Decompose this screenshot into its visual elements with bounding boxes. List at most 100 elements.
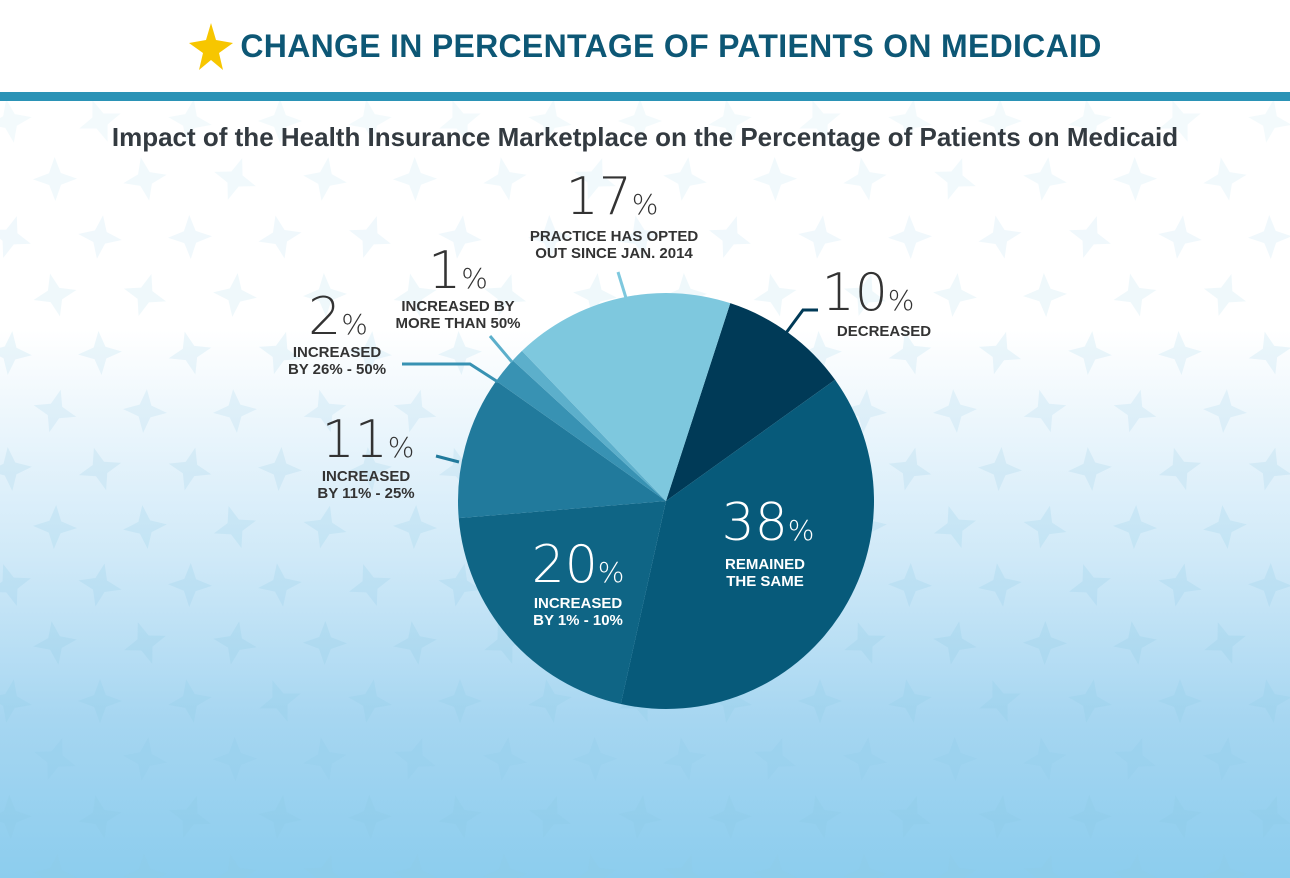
background-star-icon	[168, 679, 212, 723]
background-star-icon	[483, 157, 527, 201]
background-star-icon	[33, 157, 77, 201]
pie-slice	[496, 360, 666, 501]
background-star-icon	[888, 447, 932, 491]
background-star-icon	[574, 158, 616, 200]
background-star-icon	[303, 273, 347, 317]
background-star-icon	[438, 563, 482, 607]
leader-line	[488, 335, 514, 363]
background-star-icon	[1069, 216, 1111, 258]
background-star-icon	[844, 622, 886, 664]
background-star-icon	[573, 737, 617, 781]
background-star-icon	[258, 331, 302, 375]
background-star-icon	[438, 447, 482, 491]
background-star-icon	[933, 853, 977, 878]
slice-caption: INCREASED BY MORE THAN 50%	[395, 298, 520, 332]
background-star-icon	[1023, 621, 1067, 665]
background-star-icon	[1248, 331, 1290, 375]
background-star-icon	[979, 680, 1021, 722]
background-star-icon	[78, 215, 122, 259]
slice-caption: REMAINED THE SAME	[725, 556, 805, 590]
background-star-icon	[934, 158, 976, 200]
slice-caption: INCREASED BY 11% - 25%	[317, 468, 414, 502]
background-star-icon	[483, 273, 527, 317]
background-star-icon	[663, 737, 707, 781]
background-star-icon	[393, 505, 437, 549]
background-star-icon	[528, 101, 572, 143]
background-star-icon	[1023, 157, 1067, 201]
background-star-icon	[438, 679, 482, 723]
background-star-icon	[213, 505, 257, 549]
background-star-icon	[348, 795, 392, 839]
background-star-icon	[1248, 215, 1290, 259]
background-star-icon	[1158, 215, 1202, 259]
background-star-icon	[213, 621, 257, 665]
background-star-icon	[1204, 622, 1246, 664]
background-star-icon	[978, 795, 1022, 839]
background-star-icon	[933, 505, 977, 549]
background-star-icon	[168, 447, 212, 491]
background-star-icon	[0, 447, 32, 491]
background-star-icon	[1023, 389, 1067, 433]
background-star-icon	[33, 389, 77, 433]
background-star-icon	[213, 389, 257, 433]
background-star-icon	[123, 505, 167, 549]
background-star-icon	[1023, 273, 1067, 317]
background-star-icon	[1113, 157, 1157, 201]
header-banner: CHANGE IN PERCENTAGE OF PATIENTS ON MEDI…	[0, 0, 1290, 92]
background-star-icon	[213, 853, 257, 878]
background-star-icon	[1068, 101, 1112, 143]
slice-value-label: 2%	[308, 287, 368, 347]
slice-value-label: 38%	[722, 493, 815, 553]
pie-slice	[458, 380, 666, 519]
background-star-icon	[0, 795, 32, 839]
background-star-icon	[1158, 795, 1202, 839]
background-star-icon	[1069, 564, 1111, 606]
slice-caption: INCREASED BY 26% - 50%	[288, 344, 386, 378]
background-star-icon	[1158, 563, 1202, 607]
background-star-icon	[708, 795, 752, 839]
pie-slice	[521, 292, 731, 501]
background-star-icon	[1068, 447, 1112, 491]
chart-title: Impact of the Health Insurance Marketpla…	[111, 122, 1179, 152]
background-star-icon	[303, 505, 347, 549]
background-star-icon	[1203, 737, 1247, 781]
background-star-icon	[843, 157, 887, 201]
background-star-icon	[303, 853, 347, 878]
leader-line	[402, 362, 499, 384]
background-star-icon	[258, 563, 302, 607]
slice-caption: DECREASED	[837, 323, 931, 340]
background-star-icon	[258, 795, 302, 839]
background-star-icon	[258, 447, 302, 491]
background-star-icon	[708, 101, 752, 143]
background-star-icon	[439, 101, 481, 142]
background-star-icon	[214, 158, 256, 200]
background-star-icon	[843, 389, 887, 433]
background-star-icon	[528, 679, 572, 723]
background-star-icon	[393, 157, 437, 201]
background-star-icon	[888, 101, 932, 143]
background-star-icon	[888, 331, 932, 375]
background-star-icon	[843, 737, 887, 781]
background-star-icon	[78, 679, 122, 723]
background-star-icon	[978, 563, 1022, 607]
background-star-icon	[168, 101, 212, 143]
background-star-icon	[438, 215, 482, 259]
background-star-icon	[393, 853, 437, 878]
background-star-icon	[1158, 331, 1202, 375]
background-star-icon	[933, 737, 977, 781]
background-star-icon	[753, 273, 797, 317]
background-star-icon	[1113, 621, 1157, 665]
background-star-icon	[889, 796, 931, 838]
background-star-icon	[708, 679, 752, 723]
leader-line	[616, 271, 628, 299]
background-star-icon	[933, 389, 977, 433]
background-star-icon	[1203, 273, 1247, 317]
background-star-icon	[843, 273, 887, 317]
background-star-icon	[79, 101, 121, 142]
background-star-icon	[34, 738, 76, 780]
background-star-icon	[1023, 737, 1067, 781]
background-star-icon	[618, 215, 662, 259]
background-star-icon	[258, 215, 302, 259]
background-star-icon	[618, 795, 662, 839]
